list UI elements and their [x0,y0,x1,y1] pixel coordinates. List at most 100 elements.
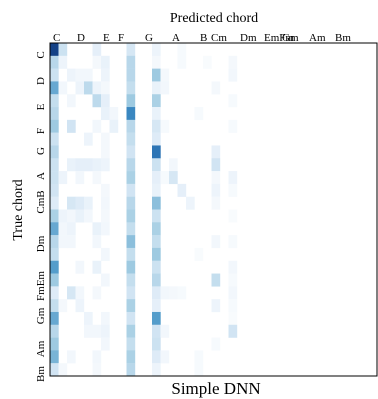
heatmap-cell [101,81,110,95]
heatmap-cell [160,81,170,95]
heatmap-cell [101,247,110,261]
heatmap-cell [67,68,76,82]
heatmap-cell [126,209,136,223]
heatmap-cell [58,235,68,249]
heatmap-cell [50,337,59,351]
heatmap-cell [126,324,136,338]
heatmap-cell [101,324,110,338]
heatmap-cell [126,247,136,261]
heatmap-cell [211,273,221,287]
heatmap-cell [228,94,238,108]
heatmap-cell [152,363,161,377]
heatmap-cell [84,81,93,95]
y-tick-labels: C D E F G A CmB Dm FmEm Gm Am Bm [35,51,47,382]
heatmap-cell [169,171,178,185]
heatmap-cell [67,222,76,236]
heatmap-cell [228,299,238,313]
heatmap-cell [92,286,102,300]
heatmap-cell [50,363,59,377]
heatmap-cell [160,68,170,82]
chart-title: Predicted chord [170,11,258,26]
heatmap-cell [126,196,136,210]
heatmap-cell [101,132,110,146]
heatmap-cell [160,350,170,364]
heatmap-cell [152,171,161,185]
heatmap-cell [92,350,102,364]
heatmap-cell [50,273,59,287]
heatmap-cell [152,43,161,57]
heatmap-cell [152,273,161,287]
heatmap-cell [126,286,136,300]
heatmap-cell [50,286,59,300]
heatmap-cell [126,260,136,274]
heatmap-cell [101,337,110,351]
heatmap-cell [126,235,136,249]
heatmap-cell [152,68,161,82]
heatmap-cell [92,158,102,172]
heatmap-cell [101,183,110,197]
heatmap-cell [126,107,136,121]
heatmap-cell [50,222,59,236]
heatmap-cells [50,43,238,377]
heatmap-cell [84,311,93,325]
heatmap-cell [67,119,76,133]
heatmap-cell [126,171,136,185]
heatmap-cell [228,183,238,197]
heatmap-cell [126,337,136,351]
heatmap-cell [75,68,85,82]
heatmap-cell [169,286,178,300]
heatmap-cell [84,196,93,210]
heatmap-cell [50,350,59,364]
heatmap-cell [101,94,110,108]
heatmap-cell [194,247,204,261]
x-tick-label: Gm [282,32,299,44]
heatmap-cell [101,209,110,223]
y-tick-label: A [35,172,47,180]
heatmap-cell [92,260,102,274]
heatmap-cell [228,311,238,325]
heatmap-cell [50,260,59,274]
x-tick-label: Am [309,32,326,44]
x-tick-label: A [172,32,180,44]
heatmap-cell [211,171,221,185]
heatmap-cell [160,119,170,133]
heatmap-cell [109,119,119,133]
heatmap-cell [84,158,93,172]
y-tick-label: F [35,128,47,134]
heatmap-cell [67,350,76,364]
heatmap-cell [58,171,68,185]
heatmap-cell [67,235,76,249]
heatmap-cell [75,158,85,172]
heatmap-cell [152,183,161,197]
heatmap-cell [50,119,59,133]
heatmap-cell [228,171,238,185]
heatmap-cell [84,324,93,338]
heatmap-cell [152,94,161,108]
heatmap-cell [126,222,136,236]
heatmap-cell [211,158,221,172]
heatmap-cell [126,43,136,57]
heatmap-cell [92,171,102,185]
heatmap-cell [92,43,102,57]
heatmap-cell [194,350,204,364]
heatmap-cell [177,183,187,197]
heatmap-cell [84,132,93,146]
heatmap-cell [50,183,59,197]
heatmap-cell [92,81,102,95]
heatmap-cell [152,209,161,223]
heatmap-cell [211,183,221,197]
heatmap-cell [126,183,136,197]
heatmap-cell [101,55,110,69]
heatmap-cell [67,286,76,300]
heatmap-cell [152,132,161,146]
heatmap-cell [67,196,76,210]
heatmap-cell [50,94,59,108]
heatmap-cell [228,235,238,249]
heatmap-cell [50,132,59,146]
y-tick-label: Am [35,340,47,357]
y-axis-label: True chord [11,179,26,240]
heatmap-cell [84,68,93,82]
heatmap-cell [126,119,136,133]
y-tick-label: FmEm [35,271,47,301]
